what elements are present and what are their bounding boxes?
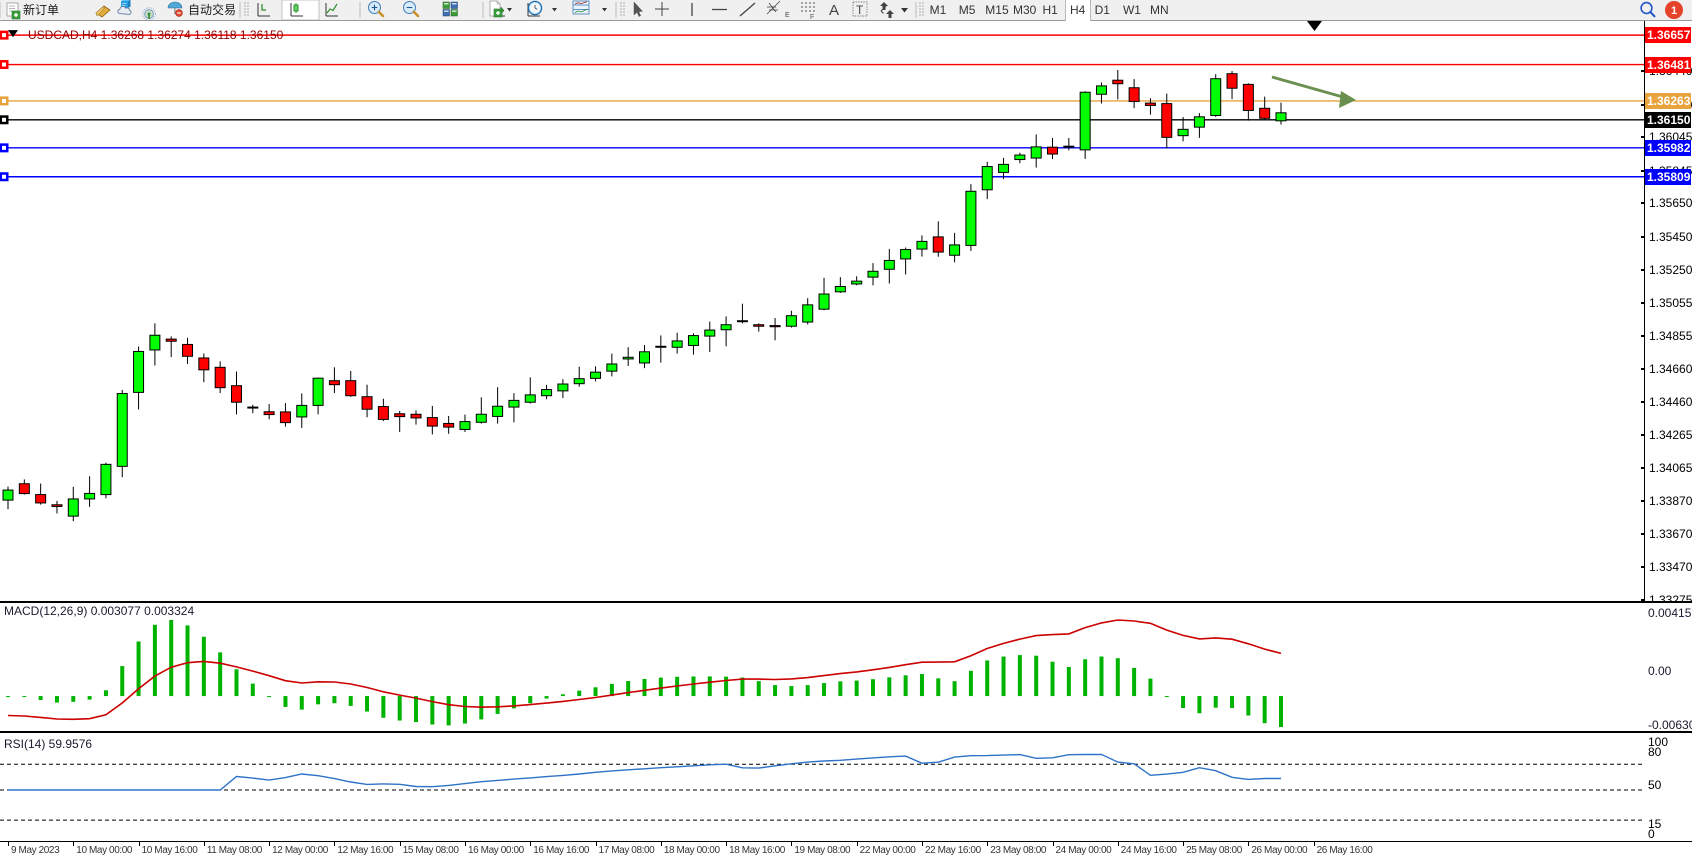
svg-text:USDCAD,H4 1.36268 1.36274 1.3: USDCAD,H4 1.36268 1.36274 1.36118 1.3615… <box>28 28 284 42</box>
svg-text:1: 1 <box>1671 5 1677 17</box>
